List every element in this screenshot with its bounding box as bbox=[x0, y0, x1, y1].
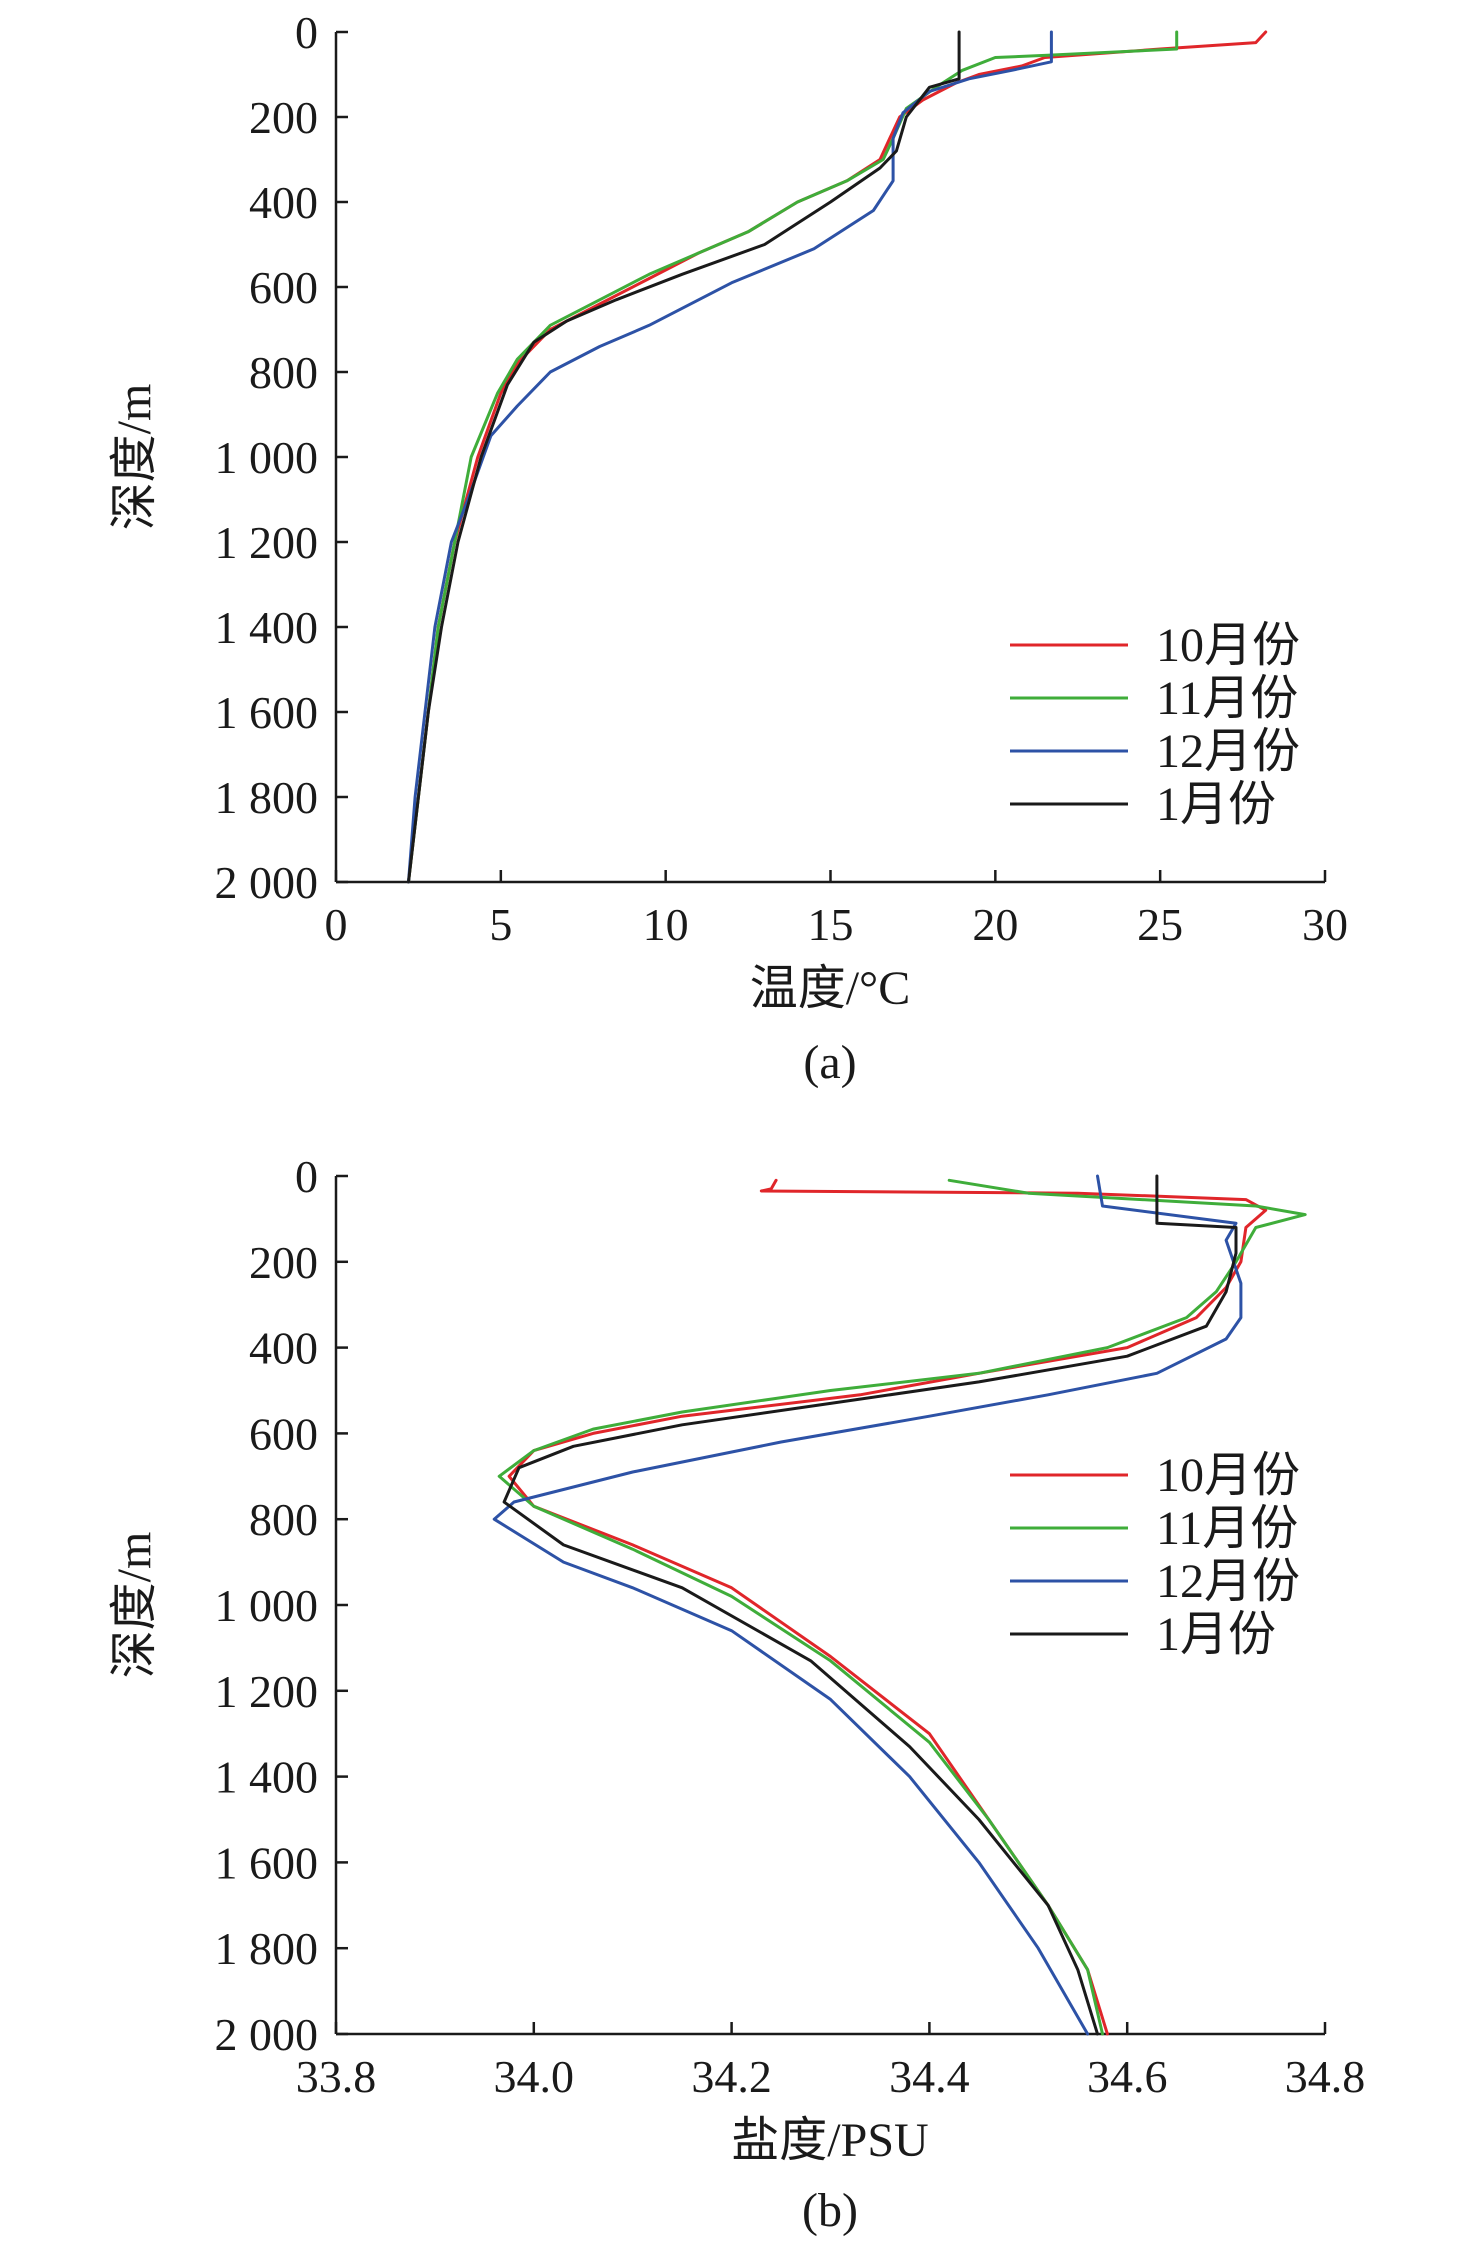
temperature-y-tick-label: 800 bbox=[249, 347, 318, 398]
salinity-legend-label: 10月份 bbox=[1156, 1449, 1300, 1502]
temperature-x-tick-label: 30 bbox=[1302, 899, 1348, 950]
temperature-series-line-1 bbox=[407, 30, 1268, 884]
panel-b-label: (b) bbox=[802, 2184, 858, 2237]
salinity-panel: 33.8 34.0 34.2 34.4 34.6 34.8 0 200 400 600 800 1 … bbox=[108, 1151, 1365, 2237]
temperature-series bbox=[407, 30, 1268, 884]
salinity-y-tick-label: 1 800 bbox=[215, 1923, 319, 1974]
temperature-series-line-3 bbox=[407, 30, 1053, 884]
temperature-x-tick-label: 15 bbox=[808, 899, 854, 950]
salinity-y-ticks: 0 200 400 600 800 1 000 1 200 1 400 1 600 1 800 2 … bbox=[215, 1151, 348, 2060]
salinity-x-tick-label: 34.4 bbox=[889, 2051, 970, 2102]
salinity-y-tick-label: 800 bbox=[249, 1494, 318, 1545]
salinity-series-line-1 bbox=[507, 1178, 1268, 2036]
temperature-x-tick-label: 20 bbox=[972, 899, 1018, 950]
salinity-y-tick-label: 400 bbox=[249, 1323, 318, 1374]
salinity-y-tick-label: 600 bbox=[249, 1408, 318, 1459]
salinity-series-line-4 bbox=[502, 1174, 1238, 2036]
temperature-legend-label: 10月份 bbox=[1156, 619, 1300, 672]
temperature-series-line-4 bbox=[407, 30, 961, 884]
temperature-series-line-2 bbox=[407, 30, 1179, 884]
salinity-legend-label: 1月份 bbox=[1156, 1608, 1276, 1661]
salinity-x-axis-title: 盐度/PSU bbox=[731, 2114, 928, 2167]
temperature-y-tick-label: 2 000 bbox=[215, 857, 319, 908]
temperature-y-tick-label: 1 000 bbox=[215, 432, 319, 483]
salinity-x-tick-label: 34.2 bbox=[691, 2051, 772, 2102]
temperature-y-axis-title: 深度/m bbox=[108, 384, 161, 531]
temperature-y-tick-label: 600 bbox=[249, 262, 318, 313]
salinity-x-tick-label: 34.8 bbox=[1285, 2051, 1366, 2102]
temperature-y-tick-label: 1 800 bbox=[215, 772, 319, 823]
temperature-y-tick-label: 1 400 bbox=[215, 602, 319, 653]
temperature-x-axis-title: 温度/°C bbox=[750, 962, 911, 1015]
salinity-x-tick-label: 33.8 bbox=[296, 2051, 377, 2102]
temperature-x-tick-label: 25 bbox=[1137, 899, 1183, 950]
salinity-x-ticks: 33.8 34.0 34.2 34.4 34.6 34.8 bbox=[296, 2022, 1366, 2102]
temperature-y-tick-label: 1 200 bbox=[215, 517, 319, 568]
salinity-series-line-2 bbox=[497, 1178, 1307, 2036]
salinity-legend-label: 12月份 bbox=[1156, 1555, 1300, 1608]
salinity-legend-label: 11月份 bbox=[1156, 1502, 1298, 1555]
temperature-x-tick-label: 5 bbox=[489, 899, 512, 950]
panel-a-label: (a) bbox=[803, 1036, 856, 1089]
temperature-y-ticks: 0 200 400 600 800 1 000 1 200 1 400 1 600 1 800 2 … bbox=[215, 7, 348, 908]
salinity-y-tick-label: 1 000 bbox=[215, 1580, 319, 1631]
temperature-legend-label: 12月份 bbox=[1156, 725, 1300, 778]
temperature-panel: 0 5 10 15 20 25 30 0 200 400 600 800 1 000 1 200 1 40… bbox=[108, 7, 1348, 1089]
salinity-series-line-3 bbox=[492, 1174, 1243, 2036]
temperature-y-tick-label: 200 bbox=[249, 92, 318, 143]
salinity-y-tick-label: 1 600 bbox=[215, 1837, 319, 1888]
temperature-x-tick-label: 10 bbox=[643, 899, 689, 950]
temperature-legend-label: 11月份 bbox=[1156, 672, 1298, 725]
salinity-x-tick-label: 34.0 bbox=[494, 2051, 575, 2102]
temperature-legend-label: 1月份 bbox=[1156, 778, 1276, 831]
temperature-y-tick-label: 0 bbox=[295, 7, 318, 58]
salinity-series bbox=[492, 1174, 1307, 2036]
salinity-y-tick-label: 0 bbox=[295, 1151, 318, 1202]
temperature-y-tick-label: 400 bbox=[249, 177, 318, 228]
salinity-x-tick-label: 34.6 bbox=[1087, 2051, 1168, 2102]
salinity-y-tick-label: 1 400 bbox=[215, 1752, 319, 1803]
salinity-y-axis-title: 深度/m bbox=[108, 1532, 161, 1679]
temperature-x-ticks: 0 5 10 15 20 25 30 bbox=[325, 870, 1348, 950]
salinity-y-tick-label: 2 000 bbox=[215, 2009, 319, 2060]
salinity-y-tick-label: 200 bbox=[249, 1237, 318, 1288]
temperature-y-tick-label: 1 600 bbox=[215, 687, 319, 738]
salinity-y-tick-label: 1 200 bbox=[215, 1666, 319, 1717]
temperature-x-tick-label: 0 bbox=[325, 899, 348, 950]
